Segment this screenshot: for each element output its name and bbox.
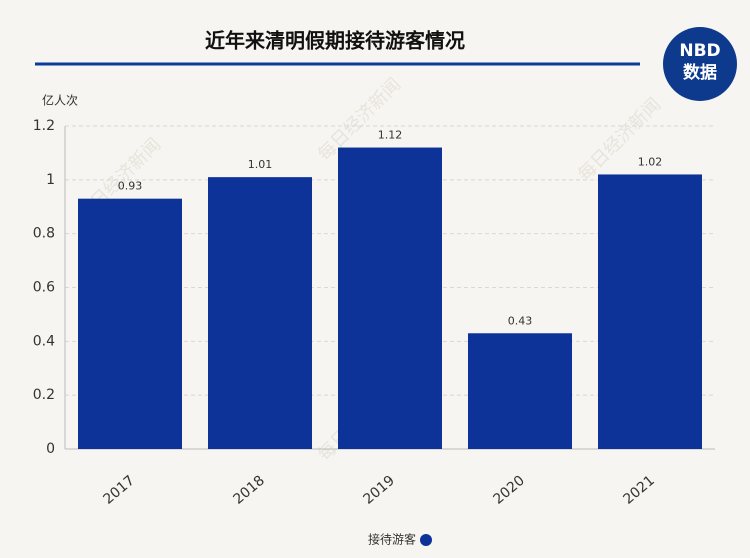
logo-badge — [663, 27, 737, 101]
y-tick-label: 0.4 — [33, 333, 55, 349]
y-tick-label: 0.6 — [33, 280, 55, 296]
y-axis-label: 亿人次 — [42, 93, 78, 108]
y-tick-label: 1.2 — [33, 118, 55, 134]
bar — [208, 177, 312, 449]
bar — [78, 198, 182, 449]
y-tick-label: 1 — [46, 172, 55, 188]
data-label: 1.01 — [248, 158, 273, 171]
bar — [338, 147, 442, 450]
bar — [468, 333, 572, 449]
legend-swatch — [420, 534, 432, 546]
data-label: 0.43 — [508, 314, 533, 327]
legend-label: 接待游客 — [368, 532, 416, 547]
y-tick-label: 0 — [46, 441, 55, 457]
y-tick-label: 0.2 — [33, 387, 55, 403]
logo-label: 数据 — [683, 62, 717, 83]
chart-title: 近年来清明假期接待游客情况 — [205, 29, 465, 53]
bar — [598, 174, 702, 449]
logo-brand: NBD — [679, 41, 720, 61]
data-label: 1.12 — [378, 129, 403, 142]
data-label: 1.02 — [638, 155, 663, 168]
y-tick-label: 0.8 — [33, 226, 55, 242]
data-label: 0.93 — [118, 180, 143, 193]
